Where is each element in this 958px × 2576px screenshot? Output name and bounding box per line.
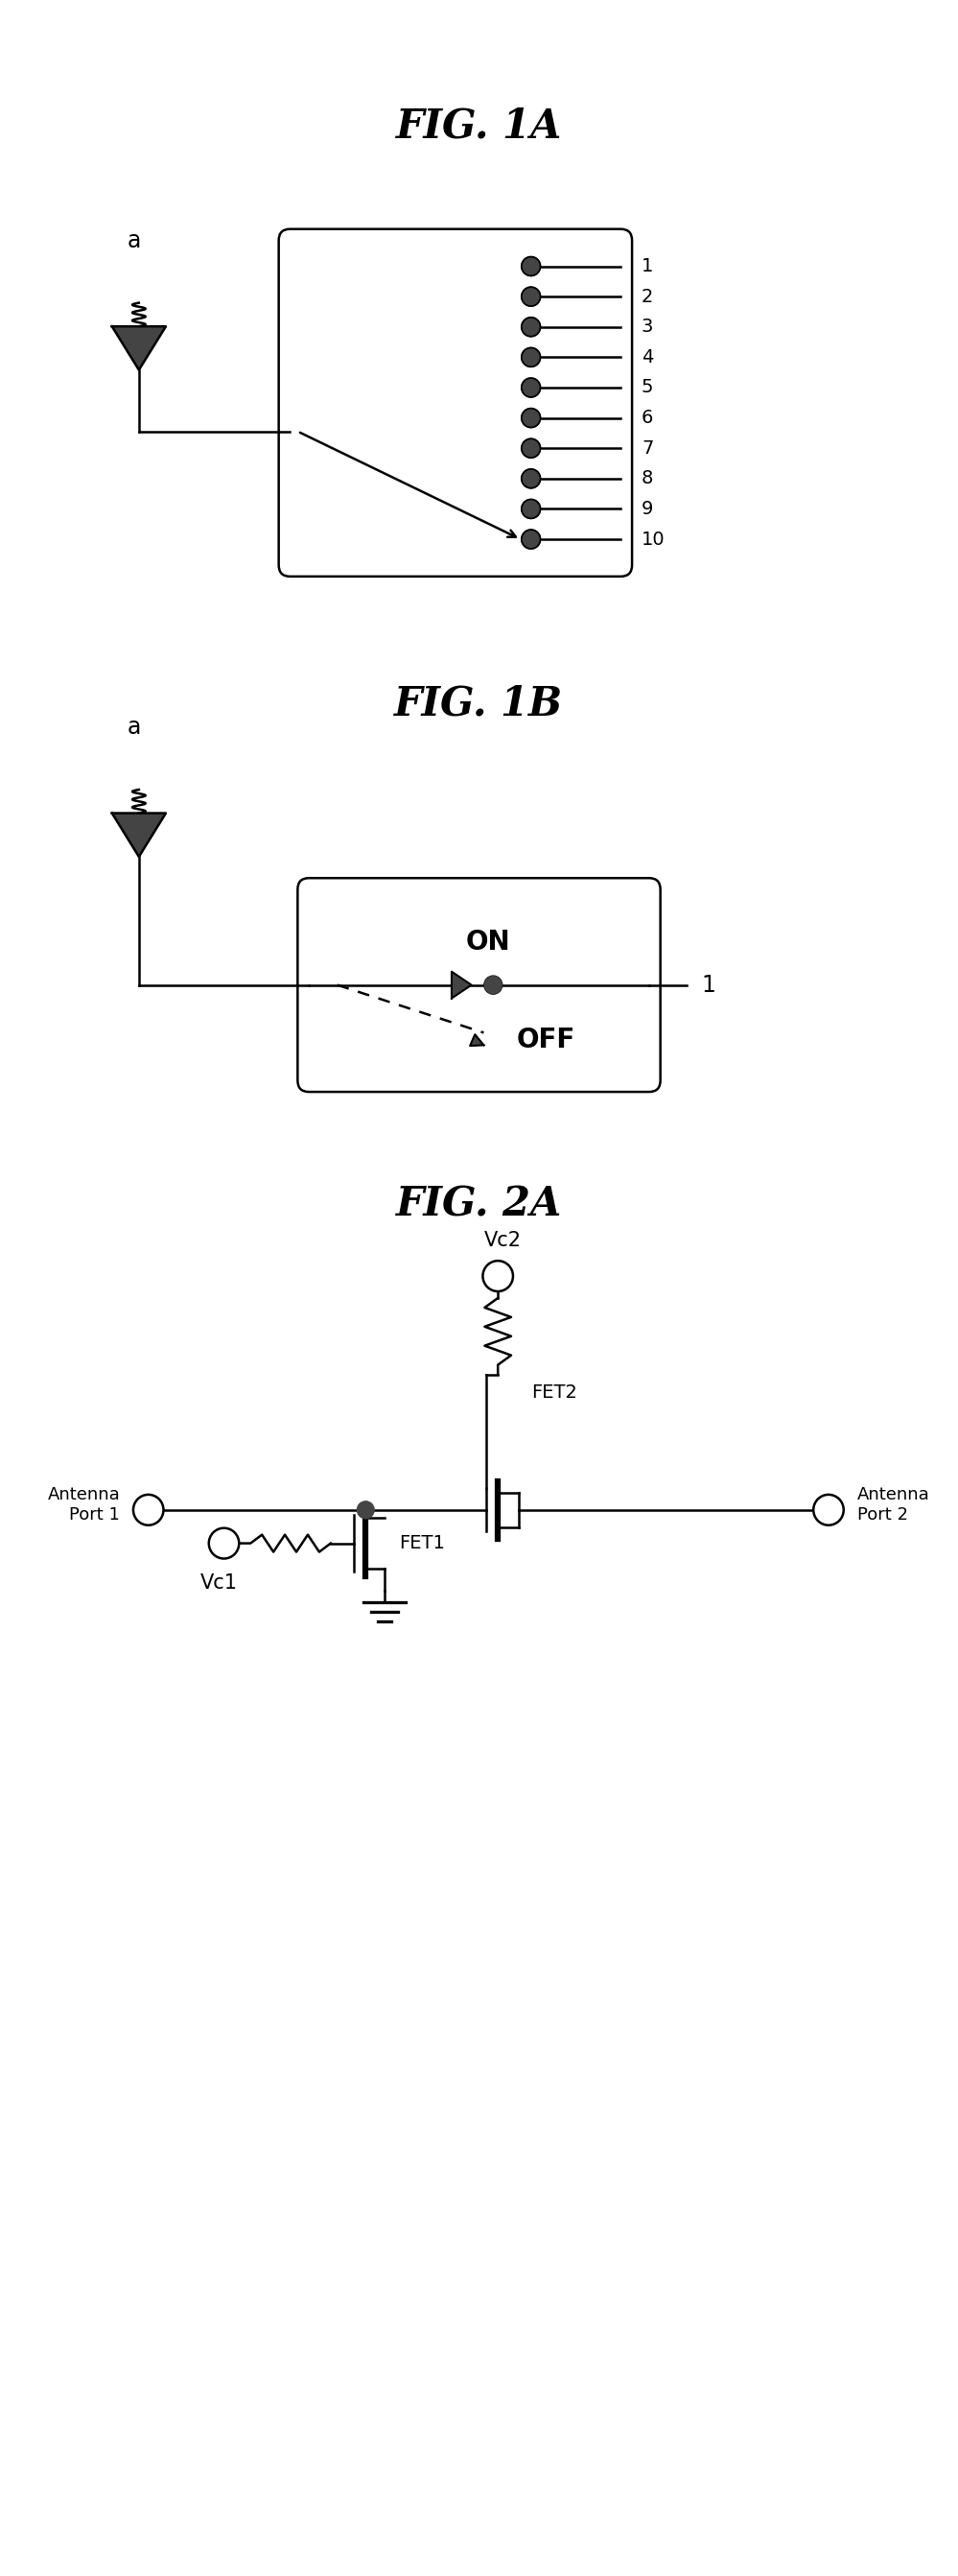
Circle shape <box>483 1260 513 1291</box>
Text: 2: 2 <box>642 289 653 307</box>
Circle shape <box>813 1494 844 1525</box>
Circle shape <box>521 317 540 337</box>
Polygon shape <box>470 1036 484 1046</box>
Circle shape <box>521 286 540 307</box>
Text: 10: 10 <box>642 531 665 549</box>
Circle shape <box>521 469 540 487</box>
Text: Vc1: Vc1 <box>200 1574 238 1592</box>
Text: ON: ON <box>467 927 511 956</box>
Circle shape <box>357 1502 375 1517</box>
FancyBboxPatch shape <box>298 878 660 1092</box>
Text: Antenna
Port 1: Antenna Port 1 <box>47 1486 120 1525</box>
Circle shape <box>521 258 540 276</box>
Circle shape <box>485 976 502 994</box>
Circle shape <box>133 1494 164 1525</box>
Circle shape <box>209 1528 240 1558</box>
Text: 3: 3 <box>642 317 653 335</box>
Text: 1: 1 <box>642 258 653 276</box>
Text: a: a <box>127 229 141 252</box>
Text: 4: 4 <box>642 348 653 366</box>
Text: 1: 1 <box>701 974 716 997</box>
Text: a: a <box>127 716 141 739</box>
Text: FET1: FET1 <box>399 1535 445 1553</box>
Text: Vc2: Vc2 <box>484 1231 521 1249</box>
FancyBboxPatch shape <box>279 229 632 577</box>
Circle shape <box>521 438 540 459</box>
Circle shape <box>485 976 502 994</box>
Text: 9: 9 <box>642 500 653 518</box>
Text: 7: 7 <box>642 438 653 459</box>
Polygon shape <box>451 971 471 999</box>
Circle shape <box>521 348 540 366</box>
Text: FET2: FET2 <box>531 1383 577 1401</box>
Text: FIG. 1A: FIG. 1A <box>396 106 562 147</box>
Text: 6: 6 <box>642 410 653 428</box>
Polygon shape <box>112 814 166 858</box>
Circle shape <box>521 531 540 549</box>
Text: FIG. 1B: FIG. 1B <box>395 683 563 724</box>
Text: 5: 5 <box>642 379 653 397</box>
Circle shape <box>521 410 540 428</box>
Circle shape <box>521 500 540 518</box>
Text: 8: 8 <box>642 469 653 487</box>
Text: FIG. 2A: FIG. 2A <box>396 1185 562 1224</box>
Polygon shape <box>112 327 166 371</box>
Text: Antenna
Port 2: Antenna Port 2 <box>856 1486 929 1525</box>
Text: OFF: OFF <box>516 1028 576 1054</box>
Circle shape <box>521 379 540 397</box>
